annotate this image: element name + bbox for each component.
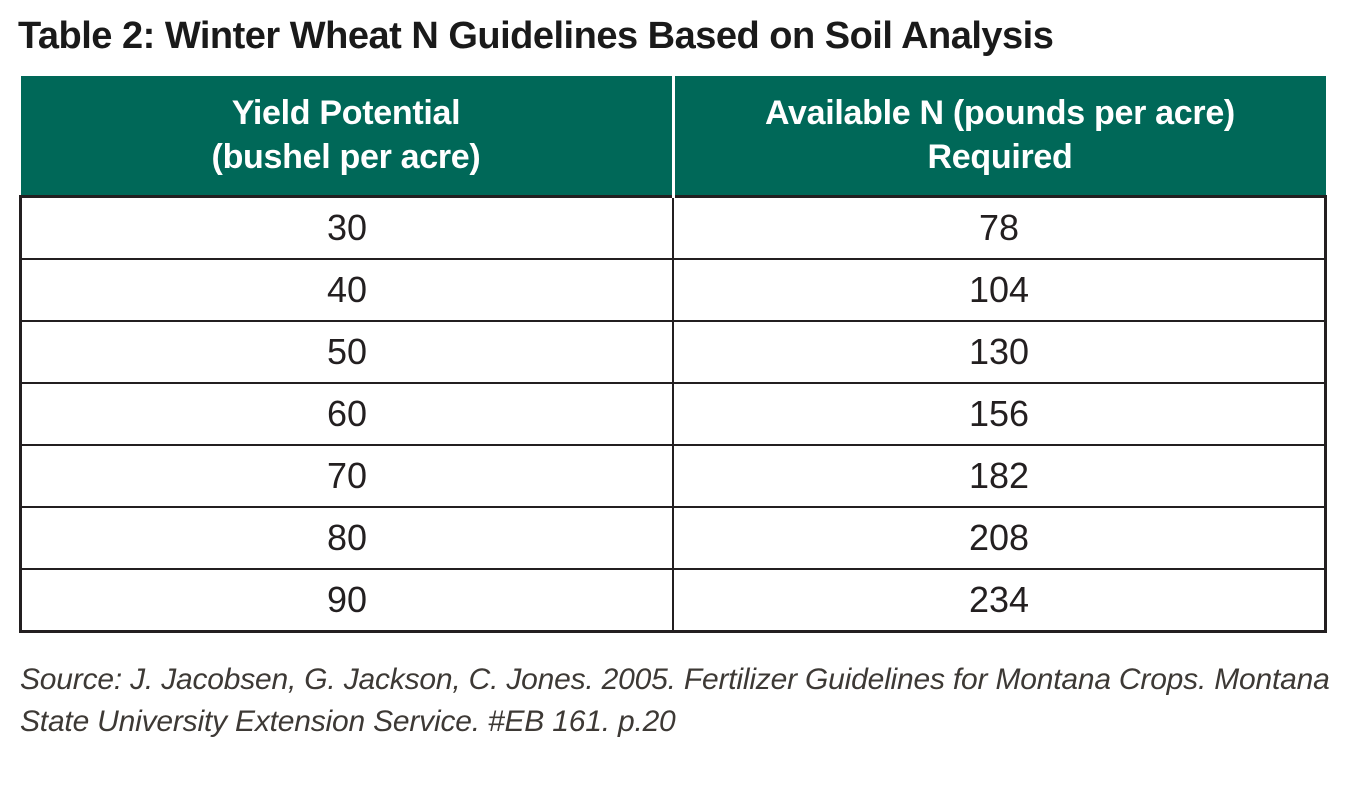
yield-cell: 70 <box>19 444 674 509</box>
available-n-cell: 156 <box>672 382 1327 447</box>
table-row: 40 104 <box>19 258 1327 323</box>
available-n-cell: 104 <box>672 258 1327 323</box>
table-title: Table 2: Winter Wheat N Guidelines Based… <box>18 15 1054 57</box>
table-row: 50 130 <box>19 320 1327 385</box>
available-n-cell: 130 <box>672 320 1327 385</box>
available-n-cell: 78 <box>672 195 1327 261</box>
available-n-cell: 208 <box>672 506 1327 571</box>
header-yield-potential: Yield Potential (bushel per acre) <box>20 76 673 197</box>
table-row: 80 208 <box>19 506 1327 571</box>
table-row: 30 78 <box>19 195 1327 261</box>
yield-cell: 80 <box>19 506 674 571</box>
yield-cell: 40 <box>19 258 674 323</box>
header-row: Yield Potential (bushel per acre) Availa… <box>20 76 1326 197</box>
table-row: 70 182 <box>19 444 1327 509</box>
yield-cell: 50 <box>19 320 674 385</box>
yield-cell: 30 <box>19 195 674 261</box>
header-available-n: Available N (pounds per acre) Required <box>671 76 1326 197</box>
yield-cell: 60 <box>19 382 674 447</box>
winter-wheat-n-table: Yield Potential (bushel per acre) Availa… <box>19 76 1327 634</box>
table-header: Yield Potential (bushel per acre) Availa… <box>20 76 1326 197</box>
available-n-cell: 182 <box>672 444 1327 509</box>
available-n-cell: 234 <box>672 568 1327 634</box>
table-row: 60 156 <box>19 382 1327 447</box>
table-row: 90 234 <box>19 568 1327 634</box>
yield-cell: 90 <box>19 568 674 634</box>
table-body: 30 78 40 104 50 130 60 156 70 182 80 208 <box>19 195 1327 634</box>
source-citation: Source: J. Jacobsen, G. Jackson, C. Jone… <box>20 663 1330 738</box>
